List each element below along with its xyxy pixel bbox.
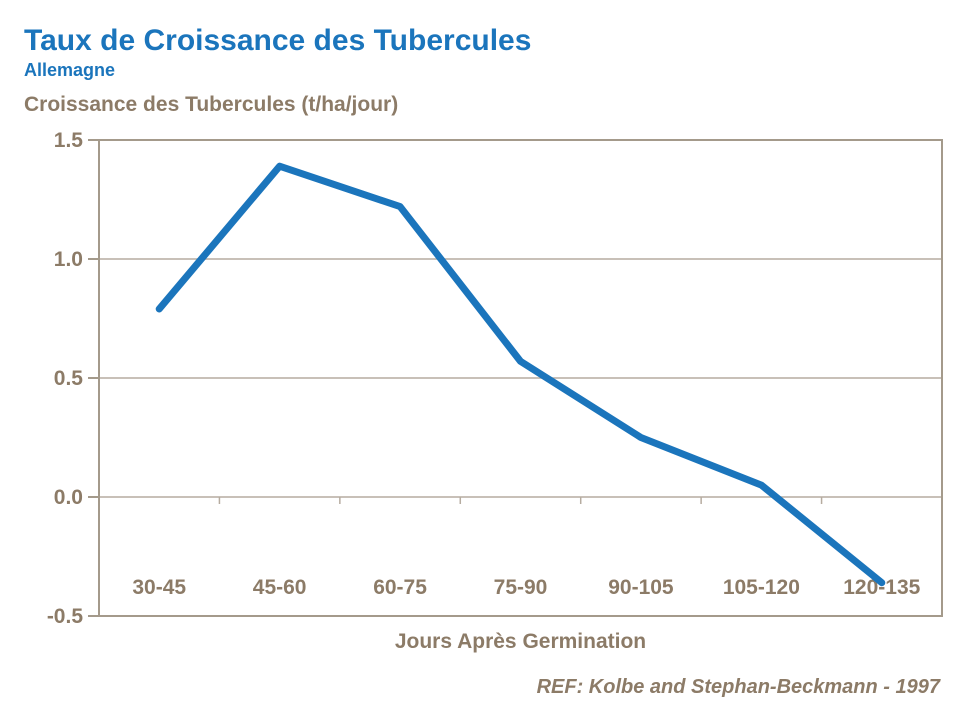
data-line-series — [155, 162, 886, 587]
y-tick-label: 0.5 — [54, 367, 84, 390]
x-axis-title: Jours Après Germination — [394, 630, 647, 653]
y-tick-label: -0.5 — [47, 605, 84, 628]
x-tick-label: 105-120 — [723, 576, 800, 599]
x-tick-label: 120-135 — [843, 576, 920, 599]
reference-note: REF: Kolbe and Stephan-Beckmann - 1997 — [536, 676, 940, 698]
y-tick-label: 1.5 — [54, 129, 84, 152]
plot-area-border — [98, 139, 943, 617]
x-tick-label: 90-105 — [608, 576, 674, 599]
y-axis-title: Croissance des Tubercules (t/ha/jour) — [24, 93, 399, 116]
chart-title: Taux de Croissance des Tubercules — [24, 24, 532, 57]
x-tick-label: 45-60 — [253, 576, 307, 599]
x-tick-label: 60-75 — [373, 576, 427, 599]
x-tick-label: 30-45 — [132, 576, 186, 599]
y-tick-label: 0.0 — [54, 486, 83, 509]
y-tick-label: 1.0 — [54, 248, 83, 271]
chart-subtitle: Allemagne — [24, 60, 116, 80]
x-tick-label: 75-90 — [494, 576, 548, 599]
